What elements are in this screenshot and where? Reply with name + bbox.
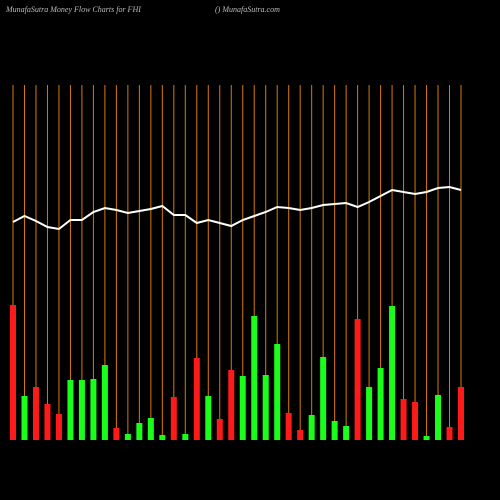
bar — [44, 404, 51, 440]
bar — [377, 368, 384, 440]
bar — [239, 376, 246, 440]
bar — [193, 358, 200, 440]
bar — [205, 396, 212, 440]
bar — [458, 387, 464, 440]
bar — [354, 319, 361, 440]
bar — [400, 399, 407, 440]
bar — [78, 380, 85, 440]
bar — [21, 396, 28, 440]
bar — [113, 428, 120, 440]
bar — [274, 344, 281, 440]
bar — [101, 365, 108, 440]
bar — [423, 436, 430, 440]
bar — [170, 397, 177, 440]
chart-title: MunafaSutra Money Flow Charts for FHI — [5, 5, 141, 14]
bar — [320, 357, 327, 440]
bar — [228, 370, 235, 440]
money-flow-line — [12, 185, 462, 231]
bar — [32, 387, 39, 440]
bar — [216, 419, 223, 440]
bar — [343, 426, 350, 440]
bar — [182, 434, 189, 440]
bar — [297, 430, 304, 440]
bar — [136, 423, 143, 440]
chart-subtitle: () MunafaSutra.com — [215, 5, 280, 14]
bar — [67, 380, 74, 440]
bar — [389, 306, 396, 440]
bar — [412, 402, 419, 440]
bar — [331, 421, 338, 440]
bar — [366, 387, 373, 440]
bar — [10, 305, 16, 440]
bar — [159, 435, 166, 440]
bar — [147, 418, 154, 440]
bar — [285, 413, 292, 440]
bar — [262, 375, 269, 440]
bar — [251, 316, 258, 440]
bar — [446, 427, 453, 440]
bar — [308, 415, 315, 440]
bar — [124, 434, 131, 440]
bar — [55, 414, 62, 440]
bar — [90, 379, 97, 440]
bar — [435, 395, 442, 440]
